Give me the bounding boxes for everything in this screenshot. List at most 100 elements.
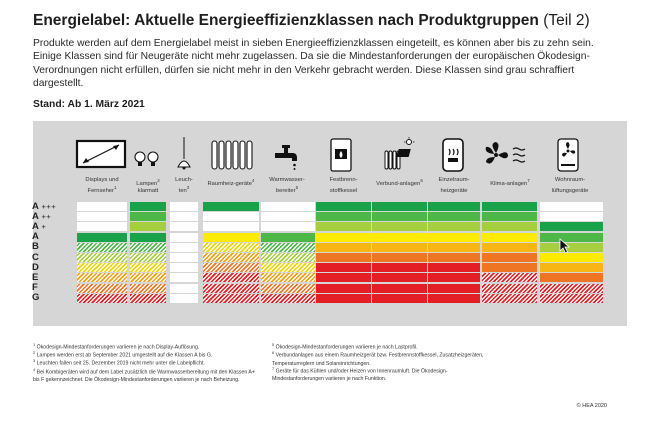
radiator-icon	[211, 140, 253, 170]
class-cell	[372, 293, 427, 303]
class-cell	[316, 283, 371, 293]
class-cell	[316, 293, 371, 303]
class-cell	[540, 273, 603, 283]
class-cell	[428, 263, 480, 273]
class-cell	[316, 263, 371, 273]
class-cell	[77, 202, 127, 211]
class-cell	[316, 232, 371, 242]
lamp-icon	[134, 151, 159, 166]
group-label-displays: Displays und Fernseher1	[85, 177, 119, 194]
class-cell	[261, 212, 315, 222]
class-label: E	[32, 271, 39, 283]
class-cell	[170, 232, 198, 242]
class-label: A +	[32, 220, 47, 232]
class-cell	[261, 242, 315, 252]
class-cell	[428, 273, 480, 283]
class-cell	[372, 273, 427, 283]
class-cell	[261, 222, 315, 232]
class-cell	[130, 283, 166, 293]
class-cell	[540, 212, 603, 222]
footnote: 6 Verbundanlagen aus einem Raumheizgerät…	[272, 350, 484, 367]
class-cell	[77, 253, 127, 262]
footnote: 1 Ökodesign-Mindestanforderungen variier…	[33, 342, 200, 351]
fan-icon	[485, 142, 526, 164]
class-label: F	[32, 282, 38, 294]
class-cell	[372, 202, 427, 211]
class-label: G	[32, 292, 40, 304]
class-cell	[203, 202, 259, 211]
class-cell	[540, 242, 603, 252]
class-cell	[540, 232, 603, 242]
group-label-ventilation: Wohnraum-lüftungsgeräte	[551, 177, 589, 194]
class-cell	[316, 202, 371, 211]
class-cell	[482, 202, 537, 211]
class-cell	[77, 283, 127, 293]
ventilation-icon	[557, 138, 579, 172]
class-cell	[261, 273, 315, 283]
class-cell	[130, 222, 166, 232]
class-cell	[130, 293, 166, 303]
class-cell	[130, 202, 166, 211]
page-title: Energielabel: Aktuelle Energieeffizienzk…	[33, 12, 590, 30]
class-cell	[77, 263, 127, 273]
energy-class-chart: Displays und Fernseher1 Lampen2 klarmatt …	[32, 121, 627, 326]
class-cell	[428, 212, 480, 222]
group-label-lights: Leuch-ten3	[175, 177, 193, 194]
class-cell	[482, 273, 537, 283]
group-label-air-conditioners: Klima-anlagen7	[490, 178, 530, 187]
stand-date: Stand: Ab 1. März 2021	[33, 99, 145, 110]
class-cell	[316, 242, 371, 252]
class-cell	[372, 263, 427, 273]
intro-text: Produkte werden auf dem Energielabel mei…	[33, 38, 594, 89]
group-label-lamps: Lampen2 klarmatt	[136, 178, 160, 194]
class-cell	[540, 222, 603, 232]
footnote: 3 Leuchten fallen seit 25. Dezember 2019…	[33, 358, 205, 368]
class-cell	[372, 222, 427, 232]
class-cell	[372, 212, 427, 222]
class-cell	[170, 222, 198, 232]
title-text: Energielabel: Aktuelle Energieeffizienzk…	[33, 12, 539, 29]
footnote: 7 Geräte für das Kühlen und/oder Heizen …	[272, 365, 448, 383]
class-cell	[170, 202, 198, 211]
class-cell	[170, 242, 198, 252]
class-cell	[316, 273, 371, 283]
class-cell	[77, 232, 127, 242]
class-cell	[482, 212, 537, 222]
class-cell	[482, 242, 537, 252]
tv-icon	[75, 139, 127, 169]
footnote: 4 Bei Kombigeräten wird auf dem Label zu…	[33, 366, 255, 383]
class-cell	[372, 232, 427, 242]
class-cell	[482, 222, 537, 232]
footnote: 5 Ökodesign-Mindestanforderungen variier…	[272, 342, 418, 351]
class-cell	[482, 263, 537, 273]
group-label-solid-fuel-boilers: Festbrenn-stoffkessel	[329, 177, 358, 194]
class-cell	[77, 222, 127, 232]
group-label-water-heaters: Warmwasser-bereiter5	[269, 177, 305, 194]
class-label: B	[32, 241, 39, 253]
class-cell	[130, 212, 166, 222]
class-cell	[261, 232, 315, 242]
class-cell	[428, 242, 480, 252]
class-cell	[170, 263, 198, 273]
class-cell	[428, 232, 480, 242]
group-label-packages: Verbund-anlagen6	[376, 178, 423, 187]
class-cell	[316, 222, 371, 232]
class-cell	[540, 293, 603, 303]
class-label: D	[32, 261, 39, 273]
class-label: A +++	[32, 200, 57, 212]
class-cell	[372, 242, 427, 252]
class-cell	[130, 242, 166, 252]
class-cell	[170, 273, 198, 283]
class-cell	[170, 283, 198, 293]
class-cell	[316, 253, 371, 262]
class-cell	[372, 283, 427, 293]
stove-icon	[442, 138, 464, 172]
class-cell	[261, 202, 315, 211]
class-cell	[77, 212, 127, 222]
class-cell	[130, 253, 166, 262]
footnote: 2 Lampen werden erst ab September 2021 u…	[33, 350, 213, 359]
class-cell	[130, 273, 166, 283]
water-tap-icon	[275, 145, 297, 170]
class-cell	[372, 253, 427, 262]
class-cell	[203, 293, 259, 303]
